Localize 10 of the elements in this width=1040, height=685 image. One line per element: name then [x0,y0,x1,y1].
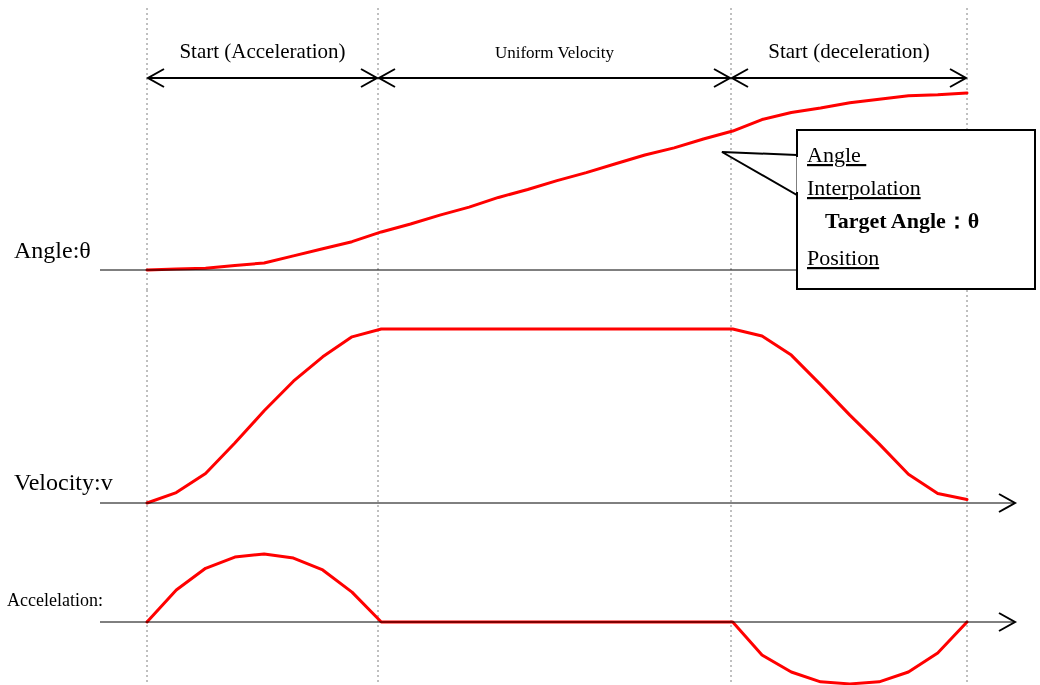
y-axis-title: Velocity:v [14,469,113,495]
annotation: Target Angle：θ [825,208,980,233]
y-axis-title: Accelelation: [7,590,103,610]
annotation: Angle [807,142,867,167]
text: Start (Acceleration) [179,39,346,63]
text: Uniform Velocity [494,43,615,62]
annotation: Interpolation [807,175,921,200]
annotation: Position [807,245,880,270]
text: Start (deceleration) [768,39,930,63]
y-axis-title: Angle:θ [14,237,91,263]
